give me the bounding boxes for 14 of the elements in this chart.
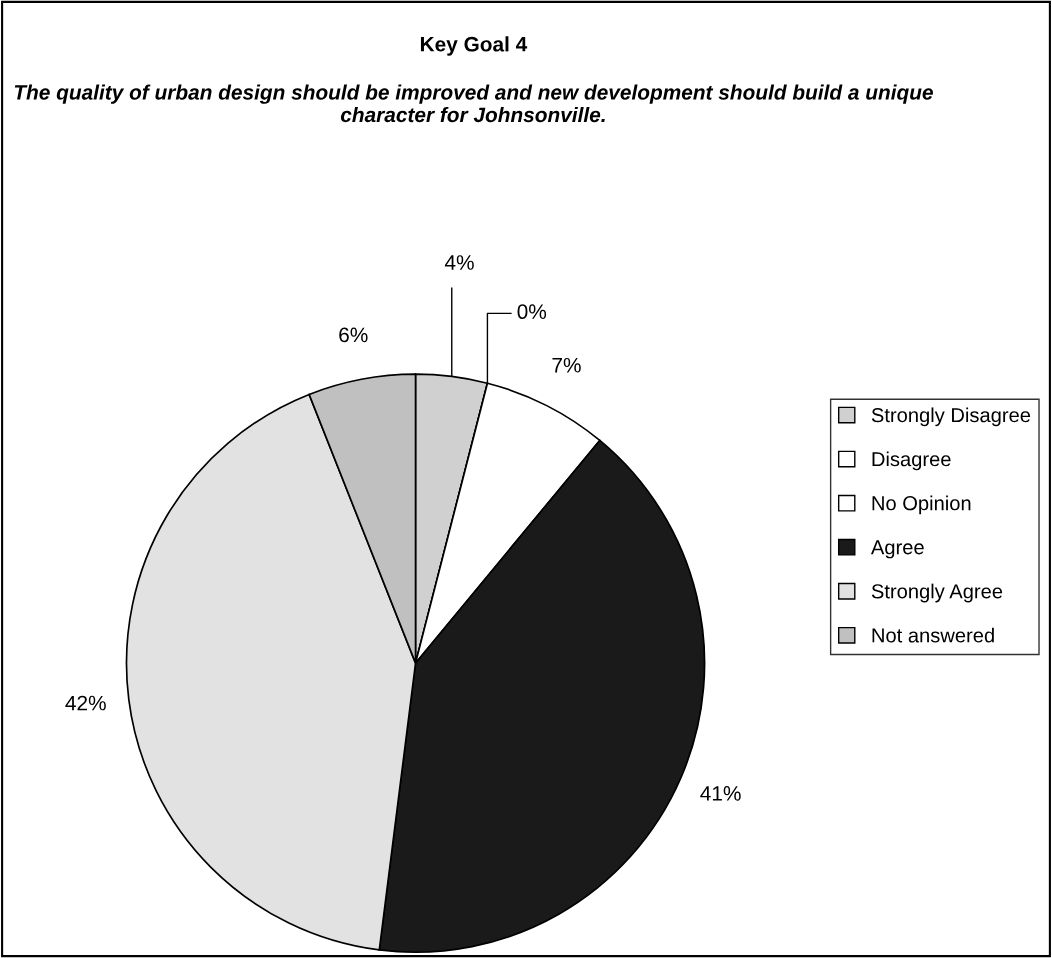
legend-label: No Opinion [872, 495, 971, 515]
data-label: 4% [444, 255, 474, 270]
data-label: 7% [552, 357, 581, 373]
chart-title: Key Goal 4 [420, 36, 528, 56]
data-label: 41% [700, 786, 741, 801]
data-label: 42% [65, 695, 106, 711]
text: 0% [517, 304, 547, 320]
data-label: 6% [339, 327, 368, 343]
chart-subtitle: The quality of urban design should be improved and new development should build a unique character for Johnsonville. [14, 84, 933, 123]
legend-label: Strongly Agree [871, 583, 1003, 603]
legend-label: Agree [870, 540, 924, 559]
legend-label: Strongly Disagree [871, 407, 1031, 427]
legend-label: Disagree [872, 451, 951, 471]
legend-label: Not answered [872, 627, 994, 643]
